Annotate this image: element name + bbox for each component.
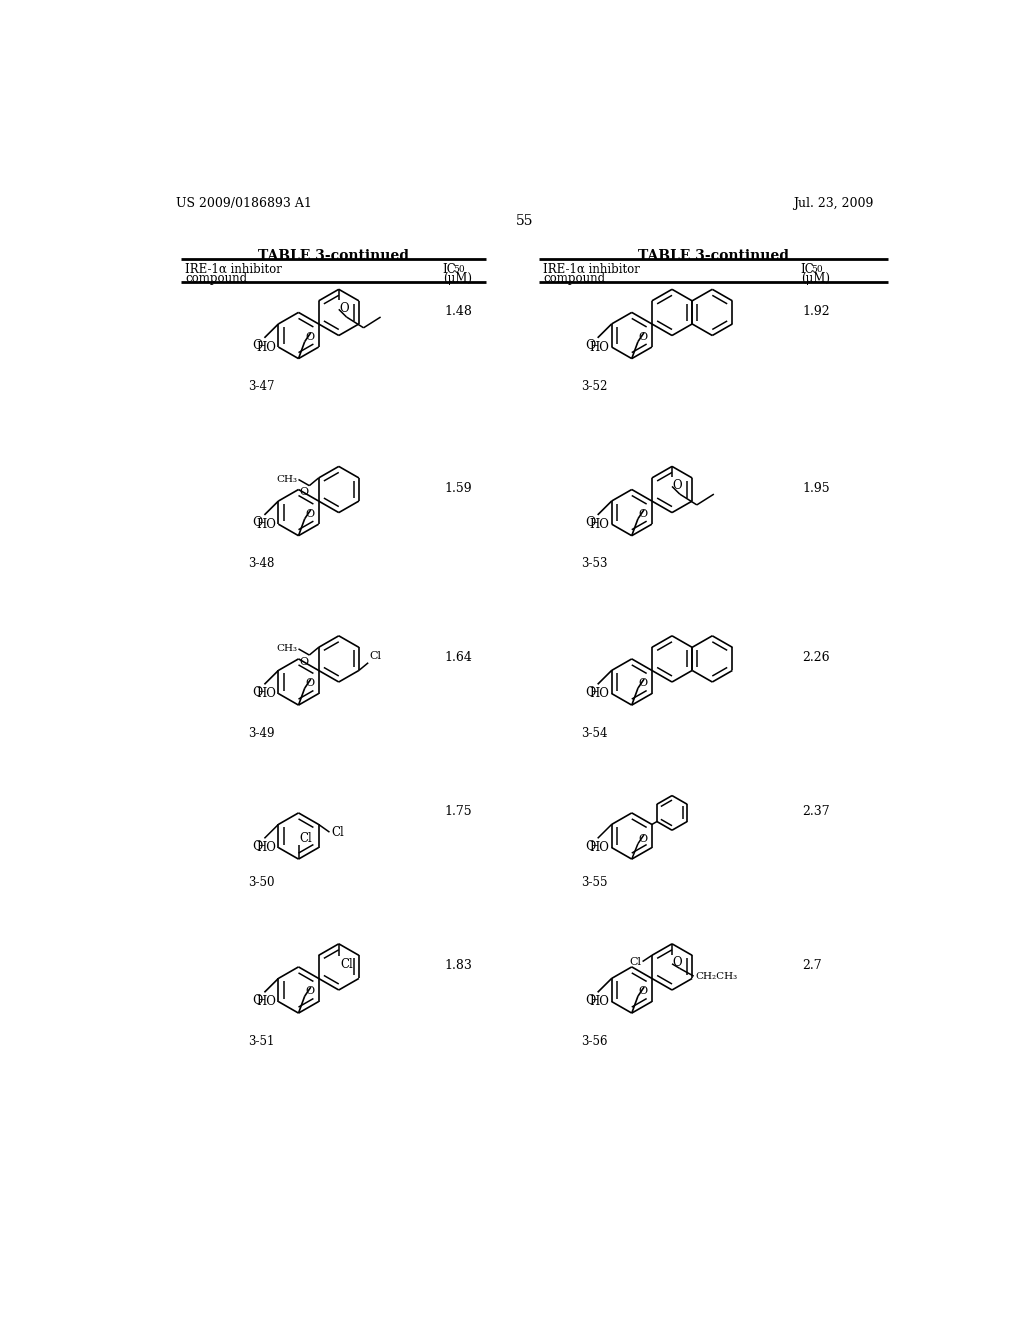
Text: 1.83: 1.83 — [444, 960, 472, 973]
Text: O: O — [305, 331, 314, 342]
Text: O: O — [253, 339, 263, 352]
Text: 50: 50 — [812, 265, 823, 275]
Text: O: O — [299, 487, 308, 498]
Text: 50: 50 — [454, 265, 465, 275]
Text: HO: HO — [256, 995, 276, 1008]
Text: O: O — [639, 986, 648, 997]
Text: HO: HO — [590, 517, 609, 531]
Text: CH₂CH₃: CH₂CH₃ — [695, 972, 737, 981]
Text: 2.7: 2.7 — [802, 960, 822, 973]
Text: Cl: Cl — [340, 958, 353, 970]
Text: HO: HO — [256, 341, 276, 354]
Text: Jul. 23, 2009: Jul. 23, 2009 — [794, 197, 873, 210]
Text: HO: HO — [590, 686, 609, 700]
Text: compound: compound — [185, 272, 248, 285]
Text: compound: compound — [544, 272, 605, 285]
Text: HO: HO — [590, 995, 609, 1008]
Text: HO: HO — [256, 517, 276, 531]
Text: Cl: Cl — [629, 957, 641, 966]
Text: 3-56: 3-56 — [582, 1035, 608, 1048]
Text: IRE-1α inhibitor: IRE-1α inhibitor — [544, 263, 640, 276]
Text: O: O — [253, 516, 263, 529]
Text: O: O — [673, 479, 682, 492]
Text: IRE-1α inhibitor: IRE-1α inhibitor — [185, 263, 283, 276]
Text: Cl: Cl — [299, 832, 312, 845]
Text: 3-47: 3-47 — [248, 380, 274, 393]
Text: IC: IC — [442, 263, 457, 276]
Text: 3-52: 3-52 — [582, 380, 608, 393]
Text: 1.75: 1.75 — [444, 805, 472, 818]
Text: US 2009/0186893 A1: US 2009/0186893 A1 — [176, 197, 312, 210]
Text: O: O — [299, 656, 308, 667]
Text: O: O — [639, 678, 648, 688]
Text: O: O — [340, 302, 349, 314]
Text: O: O — [586, 516, 596, 529]
Text: 3-50: 3-50 — [248, 876, 274, 890]
Text: O: O — [253, 840, 263, 853]
Text: 1.59: 1.59 — [444, 482, 472, 495]
Text: 2.26: 2.26 — [802, 651, 829, 664]
Text: O: O — [586, 686, 596, 698]
Text: O: O — [305, 508, 314, 519]
Text: O: O — [253, 994, 263, 1007]
Text: CH₃: CH₃ — [275, 475, 297, 484]
Text: 3-53: 3-53 — [582, 557, 608, 570]
Text: 3-54: 3-54 — [582, 726, 608, 739]
Text: O: O — [673, 956, 682, 969]
Text: 3-51: 3-51 — [248, 1035, 274, 1048]
Text: 1.92: 1.92 — [802, 305, 829, 318]
Text: O: O — [639, 508, 648, 519]
Text: IC: IC — [801, 263, 814, 276]
Text: O: O — [639, 331, 648, 342]
Text: TABLE 3-continued: TABLE 3-continued — [638, 249, 788, 263]
Text: 3-49: 3-49 — [248, 726, 274, 739]
Text: HO: HO — [256, 686, 276, 700]
Text: HO: HO — [590, 841, 609, 854]
Text: CH₃: CH₃ — [275, 644, 297, 653]
Text: 1.95: 1.95 — [802, 482, 829, 495]
Text: 3-48: 3-48 — [248, 557, 274, 570]
Text: 55: 55 — [516, 214, 534, 228]
Text: Cl: Cl — [370, 651, 382, 661]
Text: (μM): (μM) — [801, 272, 829, 285]
Text: O: O — [305, 986, 314, 997]
Text: (μM): (μM) — [442, 272, 472, 285]
Text: 2.37: 2.37 — [802, 805, 829, 818]
Text: O: O — [305, 678, 314, 688]
Text: HO: HO — [256, 841, 276, 854]
Text: TABLE 3-continued: TABLE 3-continued — [258, 249, 409, 263]
Text: O: O — [586, 339, 596, 352]
Text: HO: HO — [590, 341, 609, 354]
Text: Cl: Cl — [331, 825, 344, 838]
Text: O: O — [586, 840, 596, 853]
Text: O: O — [253, 686, 263, 698]
Text: O: O — [586, 994, 596, 1007]
Text: O: O — [639, 834, 648, 843]
Text: 1.64: 1.64 — [444, 651, 472, 664]
Text: 3-55: 3-55 — [582, 876, 608, 890]
Text: 1.48: 1.48 — [444, 305, 472, 318]
